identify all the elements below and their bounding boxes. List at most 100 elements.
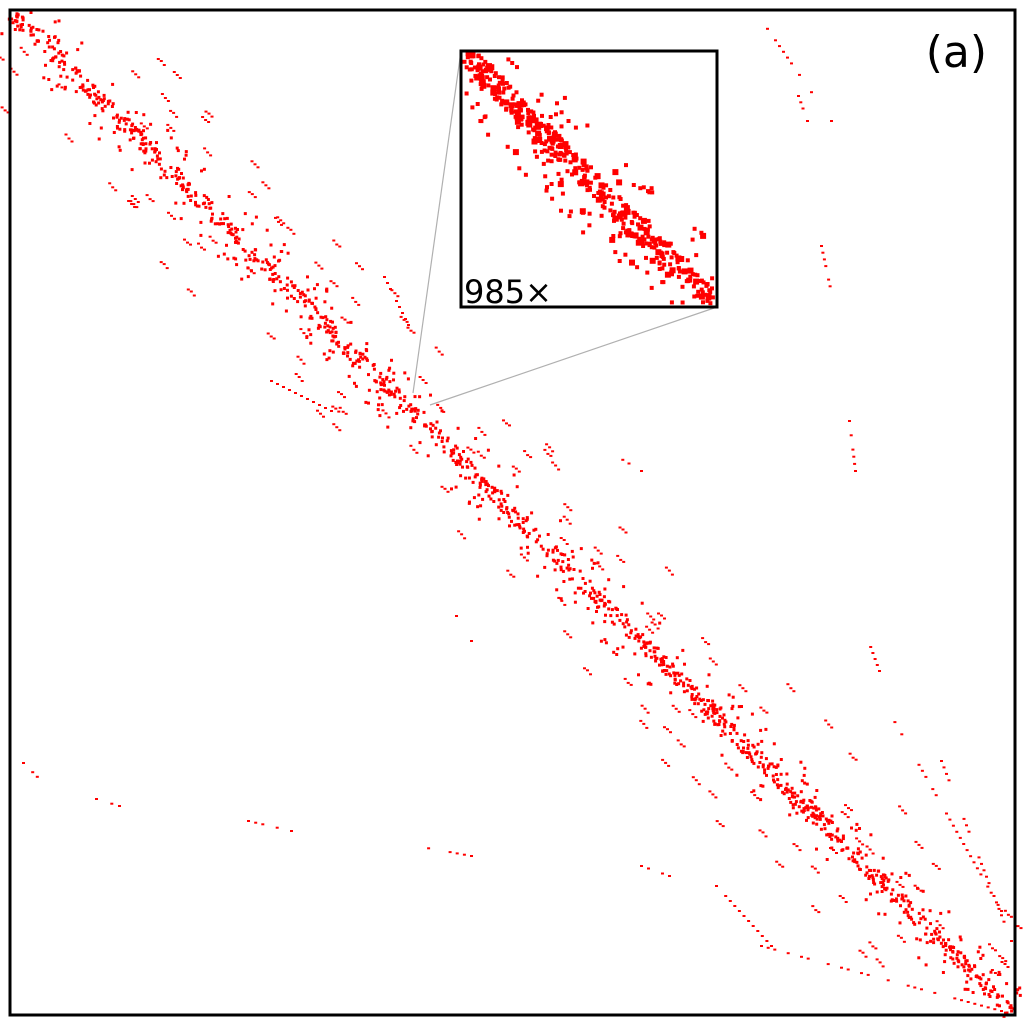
nonzero — [550, 196, 555, 201]
nonzero — [1018, 986, 1022, 990]
nonzero — [71, 78, 75, 82]
nonzero — [454, 444, 458, 448]
nonzero — [462, 450, 465, 453]
nonzero — [811, 821, 815, 825]
nonzero — [382, 380, 386, 384]
nonzero — [529, 456, 533, 459]
nonzero — [409, 426, 413, 430]
nonzero — [412, 448, 416, 451]
nonzero — [452, 451, 456, 455]
nonzero — [267, 187, 271, 190]
nonzero — [226, 223, 230, 227]
nonzero — [403, 395, 407, 399]
nonzero — [990, 990, 994, 993]
nonzero — [765, 711, 769, 714]
nonzero — [721, 825, 725, 828]
nonzero — [827, 723, 831, 726]
nonzero — [293, 284, 297, 288]
nonzero — [962, 817, 966, 820]
nonzero — [231, 233, 235, 237]
nonzero — [664, 761, 668, 764]
nonzero — [699, 287, 704, 292]
nonzero — [346, 351, 350, 355]
nonzero — [526, 545, 529, 549]
nonzero — [365, 342, 369, 346]
nonzero — [557, 143, 564, 149]
nonzero — [579, 586, 583, 590]
nonzero — [945, 812, 948, 815]
nonzero — [896, 893, 900, 897]
nonzero — [846, 816, 850, 819]
nonzero — [358, 265, 361, 268]
nonzero — [381, 378, 385, 382]
nonzero — [766, 766, 770, 770]
nonzero — [917, 843, 921, 846]
nonzero — [644, 255, 648, 260]
nonzero — [551, 450, 555, 453]
nonzero — [21, 28, 25, 32]
nonzero — [144, 147, 148, 151]
nonzero — [636, 633, 640, 637]
nonzero — [738, 684, 742, 687]
nonzero — [660, 614, 663, 617]
nonzero — [112, 131, 116, 134]
nonzero — [506, 511, 510, 514]
nonzero — [183, 238, 186, 241]
nonzero — [364, 400, 368, 404]
nonzero — [502, 86, 507, 91]
nonzero — [309, 314, 313, 318]
nonzero — [799, 790, 803, 794]
nonzero — [137, 76, 141, 79]
nonzero — [148, 142, 152, 146]
nonzero — [298, 295, 302, 299]
nonzero — [1, 58, 5, 61]
nonzero — [948, 818, 952, 821]
nonzero — [201, 202, 205, 206]
nonzero — [715, 711, 719, 715]
nonzero — [815, 822, 819, 826]
nonzero — [585, 123, 590, 128]
nonzero — [514, 467, 518, 470]
nonzero — [446, 436, 450, 440]
nonzero — [310, 301, 314, 305]
nonzero — [536, 136, 543, 143]
nonzero — [181, 188, 184, 192]
nonzero — [771, 774, 775, 778]
nonzero — [200, 246, 203, 249]
nonzero — [855, 837, 859, 840]
nonzero — [383, 276, 386, 278]
nonzero — [479, 56, 484, 61]
nonzero — [178, 176, 181, 180]
nonzero — [669, 731, 672, 734]
nonzero — [779, 783, 783, 787]
nonzero — [693, 278, 700, 285]
nonzero — [189, 199, 193, 202]
nonzero — [599, 639, 603, 643]
nonzero — [658, 241, 663, 246]
nonzero — [646, 682, 650, 686]
nonzero — [677, 682, 681, 686]
nonzero — [49, 59, 53, 62]
nonzero — [977, 856, 981, 859]
nonzero — [904, 894, 908, 898]
nonzero — [813, 795, 817, 799]
nonzero — [361, 357, 365, 361]
nonzero — [539, 149, 544, 154]
nonzero — [329, 319, 333, 323]
nonzero — [404, 318, 407, 320]
nonzero — [264, 258, 268, 262]
nonzero — [786, 952, 790, 955]
nonzero — [618, 231, 623, 236]
nonzero — [681, 648, 685, 652]
nonzero — [305, 335, 309, 338]
nonzero — [235, 241, 239, 244]
nonzero — [495, 489, 499, 493]
nonzero — [558, 150, 563, 155]
nonzero — [176, 149, 180, 153]
nonzero — [715, 820, 719, 823]
nonzero — [742, 915, 746, 917]
nonzero — [126, 110, 130, 114]
nonzero — [761, 784, 765, 788]
nonzero — [943, 960, 947, 964]
nonzero — [41, 29, 45, 33]
